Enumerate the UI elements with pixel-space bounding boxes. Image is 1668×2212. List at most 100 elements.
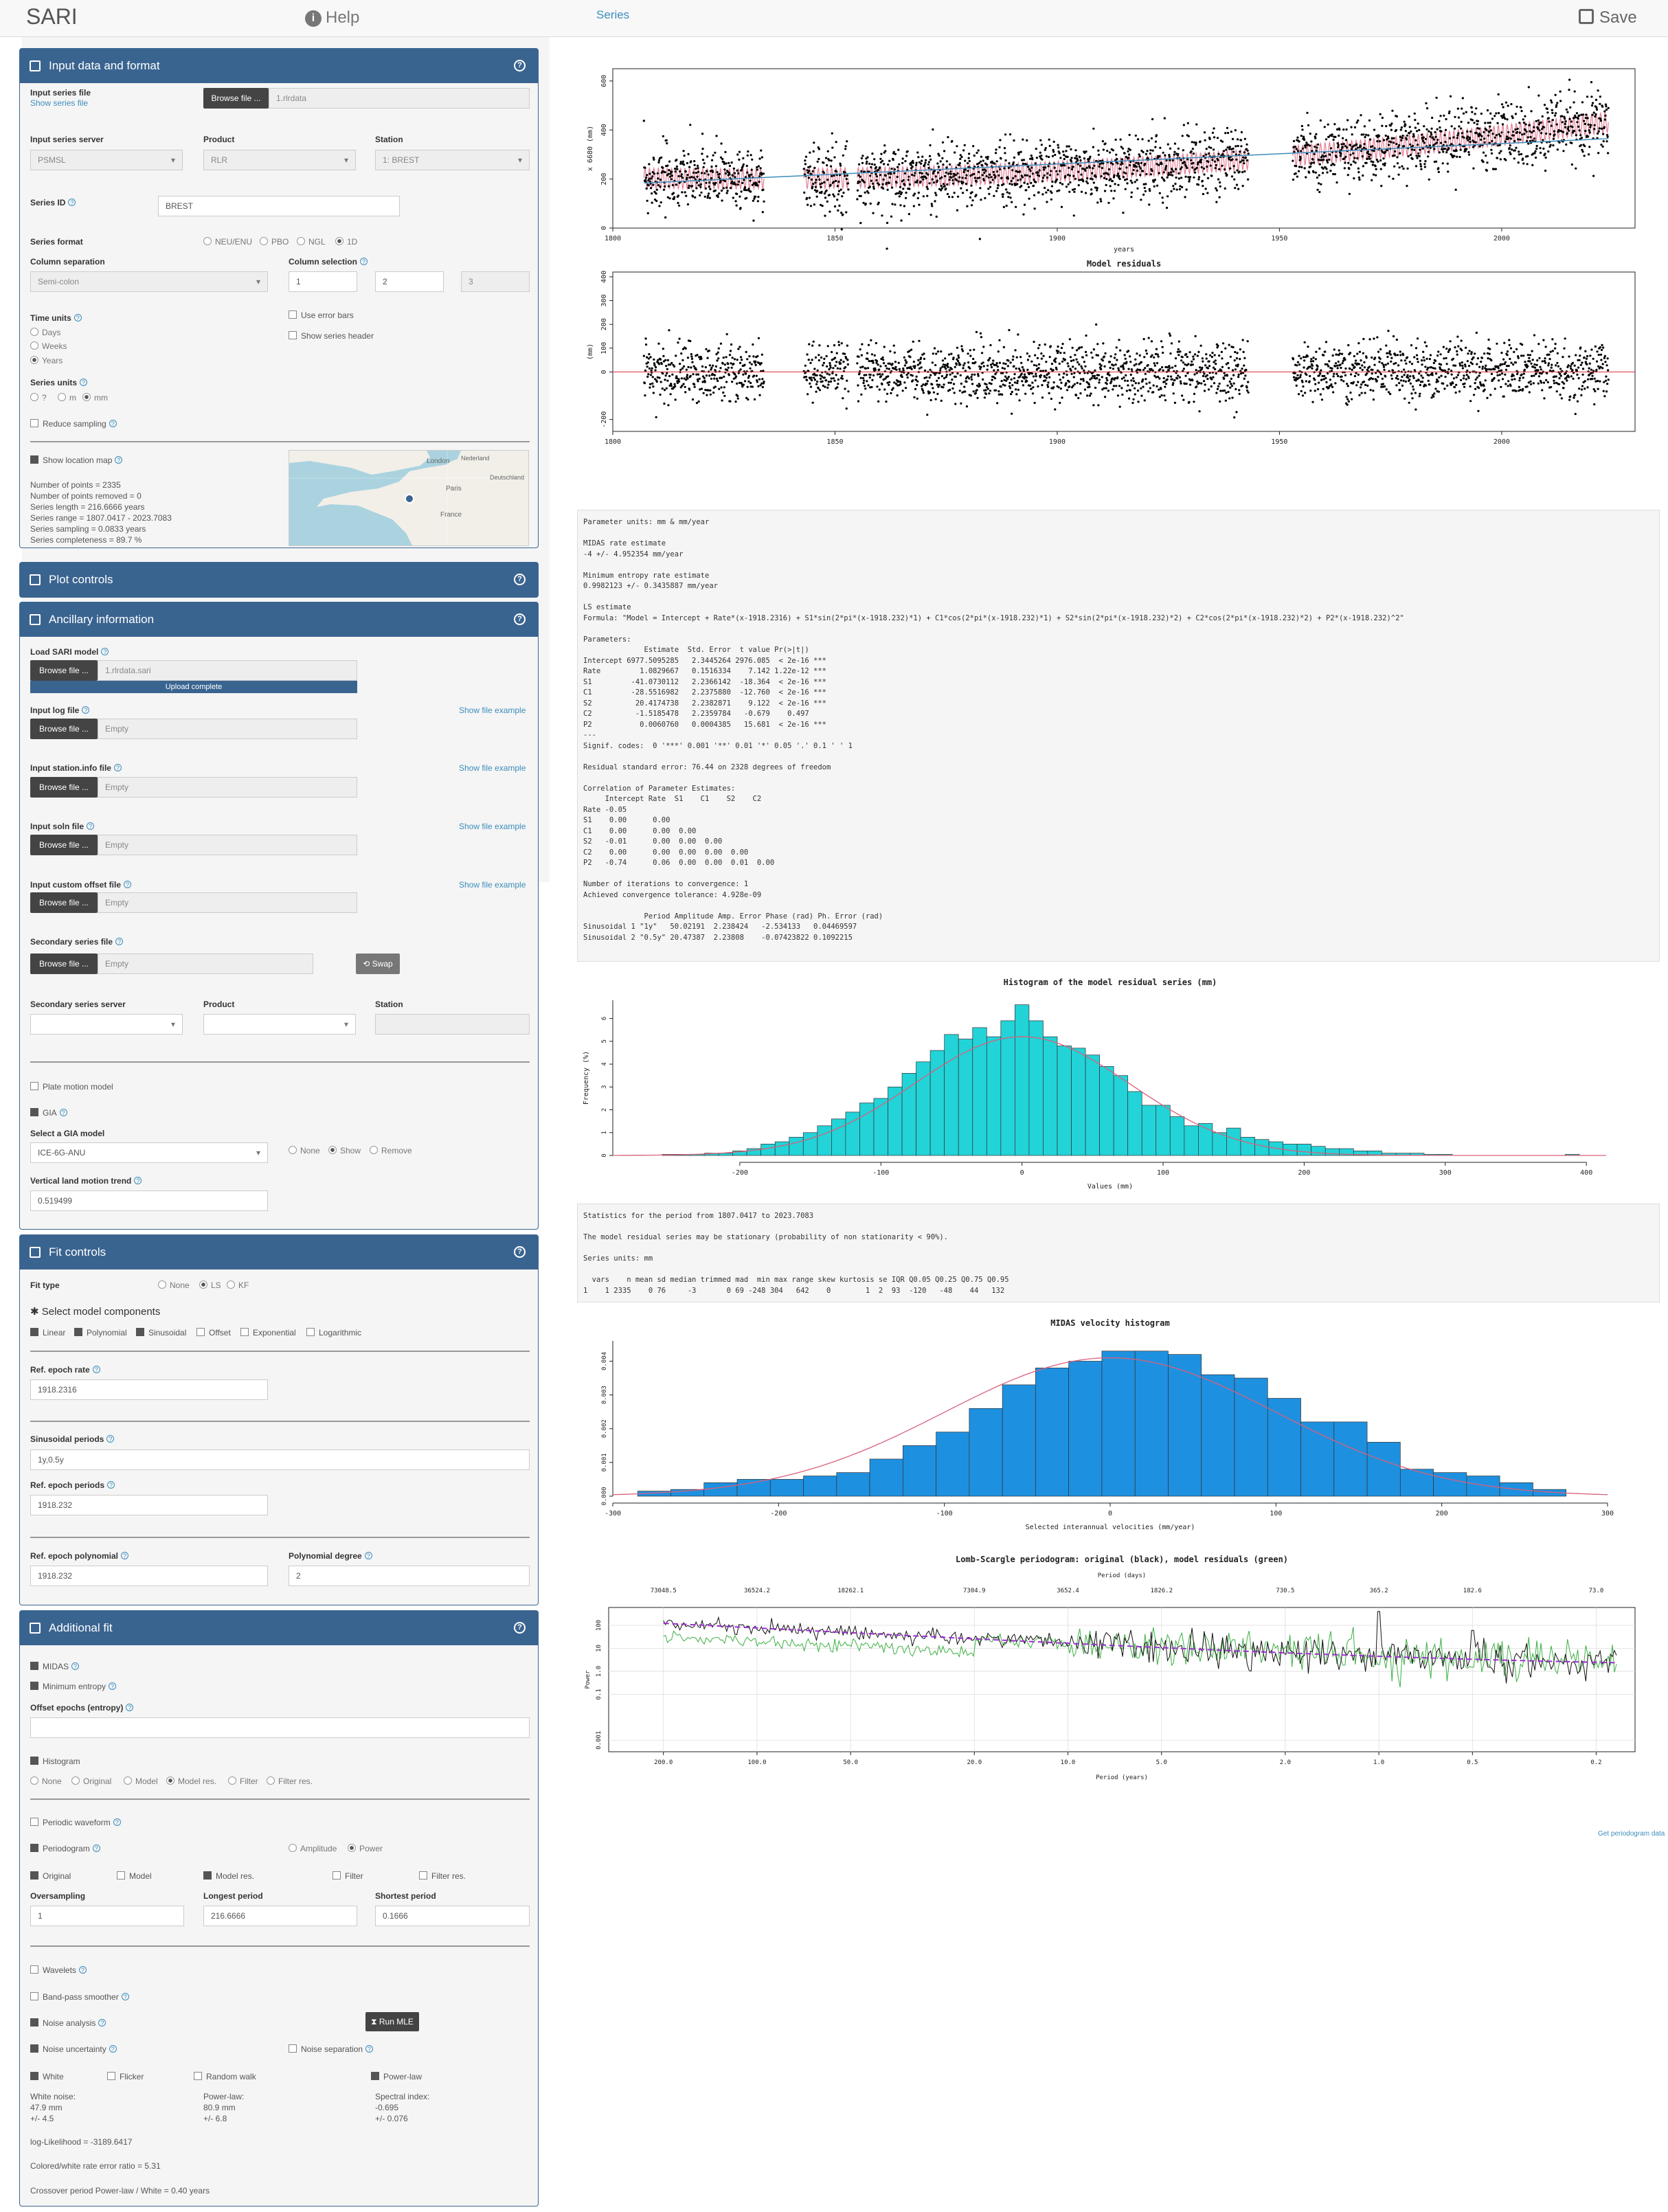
hist-filter-radio[interactable]: Filter (228, 1776, 258, 1786)
column-3-input[interactable]: 3 (461, 271, 530, 292)
server-select[interactable]: PSMSL (30, 150, 183, 170)
residuals-plot[interactable]: 1800 1850 1900 1950 2000 -200 0 100 200 300 400 (mm… (577, 259, 1649, 489)
time-years-radio[interactable]: Years (30, 356, 63, 365)
pg-model-checkbox[interactable]: Model (117, 1871, 152, 1881)
help-icon[interactable]: ? (365, 2045, 374, 2053)
wavelets-checkbox[interactable]: Wavelets? (30, 1965, 87, 1975)
swap-button[interactable]: ⟲ Swap (356, 953, 400, 974)
vlm-input[interactable]: 0.519499 (30, 1190, 268, 1211)
input-panel-header[interactable]: Input data and format? (20, 49, 538, 83)
midas-histogram-plot[interactable]: MIDAS velocity histogram -300 -200 -100 0 100… (577, 1316, 1649, 1543)
get-periodogram-data-link[interactable]: Get periodogram data (1598, 1830, 1665, 1838)
help-icon[interactable]: ? (514, 60, 526, 71)
hist-none-radio[interactable]: None (30, 1776, 62, 1786)
series-id-input[interactable]: BREST (158, 196, 400, 216)
component-sinusoidal-checkbox[interactable]: Sinusoidal (136, 1328, 186, 1338)
pg-amplitude-radio[interactable]: Amplitude (289, 1844, 337, 1853)
help-icon[interactable]: ? (134, 1177, 142, 1184)
units-unknown-radio[interactable]: ? (30, 393, 47, 403)
show-example-link[interactable]: Show file example (459, 880, 526, 890)
help-icon[interactable]: ? (68, 199, 76, 206)
help-icon[interactable]: ? (126, 1704, 134, 1711)
shortest-period-input[interactable]: 0.1666 (375, 1906, 530, 1926)
component-offset-checkbox[interactable]: Offset (196, 1328, 231, 1338)
pg-filter-checkbox[interactable]: Filter (333, 1871, 363, 1881)
ref-epoch-rate-input[interactable]: 1918.2316 (30, 1379, 268, 1400)
help-icon[interactable]: ? (124, 881, 131, 888)
browse-soln-button[interactable]: Browse file ... (30, 835, 98, 855)
browse-model-button[interactable]: Browse file ... (30, 660, 98, 681)
noise-flicker-checkbox[interactable]: Flicker (107, 2072, 144, 2081)
noise-analysis-checkbox[interactable]: Noise analysis? (30, 2018, 106, 2028)
log-file-field[interactable]: Empty (98, 719, 357, 739)
help-icon[interactable]: ? (121, 1552, 129, 1559)
help-icon[interactable]: ? (121, 1993, 129, 2000)
ref-epoch-periods-input[interactable]: 1918.232 (30, 1495, 268, 1515)
gia-model-select[interactable]: ICE-6G-ANU (30, 1142, 268, 1163)
series-file-field[interactable]: 1.rlrdata (269, 88, 530, 109)
help-icon[interactable]: ? (82, 706, 90, 714)
hist-model-res-radio[interactable]: Model res. (166, 1776, 216, 1786)
save-button[interactable]: Save (1579, 8, 1637, 27)
pg-power-radio[interactable]: Power (348, 1844, 383, 1853)
time-days-radio[interactable]: Days (30, 328, 60, 337)
hist-filter-res-radio[interactable]: Filter res. (267, 1776, 313, 1786)
min-entropy-checkbox[interactable]: Minimum entropy? (30, 1682, 117, 1691)
help-icon[interactable]: ? (115, 938, 124, 945)
column-1-input[interactable]: 1 (289, 271, 357, 292)
units-m-radio[interactable]: m (58, 393, 76, 403)
browse-log-button[interactable]: Browse file ... (30, 719, 98, 739)
browse-offset-button[interactable]: Browse file ... (30, 892, 98, 913)
fit-none-radio[interactable]: None (158, 1280, 190, 1290)
help-icon[interactable]: ? (514, 574, 526, 585)
fit-controls-header[interactable]: Fit controls? (20, 1235, 538, 1269)
hist-model-radio[interactable]: Model (124, 1776, 158, 1786)
help-icon[interactable]: ? (109, 2045, 117, 2053)
help-icon[interactable]: ? (98, 2019, 106, 2027)
hist-original-radio[interactable]: Original (71, 1776, 111, 1786)
noise-power-law-checkbox[interactable]: Power-law (371, 2072, 422, 2081)
oversampling-input[interactable]: 1 (30, 1906, 184, 1926)
help-icon[interactable]: ? (514, 1622, 526, 1634)
format-pbo-radio[interactable]: PBO (260, 237, 289, 247)
help-icon[interactable]: ? (71, 1662, 80, 1670)
browse-station-info-button[interactable]: Browse file ... (30, 777, 98, 798)
help-icon[interactable]: ? (115, 456, 123, 464)
reduce-sampling-checkbox[interactable]: Reduce sampling? (30, 419, 117, 429)
help-icon[interactable]: ? (92, 1844, 100, 1852)
units-mm-radio[interactable]: mm (82, 393, 108, 403)
help-icon[interactable]: ? (92, 1366, 100, 1373)
noise-separation-checkbox[interactable]: Noise separation? (289, 2044, 374, 2054)
browse-series-button[interactable]: Browse file ... (203, 88, 269, 109)
format-ngl-radio[interactable]: NGL (297, 237, 326, 247)
help-icon[interactable]: ? (101, 648, 109, 655)
lomb-scargle-plot[interactable]: Lomb-Scargle periodogram: original (blac… (577, 1553, 1649, 1793)
series-header-checkbox[interactable]: Show series header (289, 331, 374, 341)
noise-random-walk-checkbox[interactable]: Random walk (194, 2072, 256, 2081)
bandpass-checkbox[interactable]: Band-pass smoother? (30, 1992, 129, 2002)
secondary-server-select[interactable] (30, 1014, 183, 1035)
station-info-field[interactable]: Empty (98, 777, 357, 798)
help-icon[interactable]: ? (107, 1481, 115, 1489)
help-icon[interactable]: ? (87, 822, 94, 830)
help-link[interactable]: i Help (305, 8, 359, 27)
secondary-product-select[interactable] (203, 1014, 356, 1035)
station-marker-icon[interactable] (405, 494, 414, 504)
component-linear-checkbox[interactable]: Linear (30, 1328, 65, 1338)
help-icon[interactable]: ? (514, 613, 526, 625)
component-polynomial-checkbox[interactable]: Polynomial (74, 1328, 127, 1338)
tab-series[interactable]: Series (596, 8, 630, 21)
show-example-link[interactable]: Show file example (459, 822, 526, 831)
poly-degree-input[interactable]: 2 (289, 1566, 530, 1586)
run-mle-button[interactable]: ⧗ Run MLE (365, 2012, 419, 2031)
model-file-field[interactable]: 1.rlrdata.sari (98, 660, 357, 681)
pg-original-checkbox[interactable]: Original (30, 1871, 71, 1881)
plate-motion-checkbox[interactable]: Plate motion model (30, 1082, 113, 1092)
longest-period-input[interactable]: 216.6666 (203, 1906, 357, 1926)
format-neu-radio[interactable]: NEU/ENU (203, 237, 252, 247)
custom-offset-field[interactable]: Empty (98, 892, 357, 913)
help-icon[interactable]: ? (74, 314, 82, 321)
column-separation-select[interactable]: Semi-colon (30, 271, 268, 292)
help-icon[interactable]: ? (113, 1818, 121, 1826)
show-map-checkbox[interactable]: Show location map? (30, 455, 123, 465)
